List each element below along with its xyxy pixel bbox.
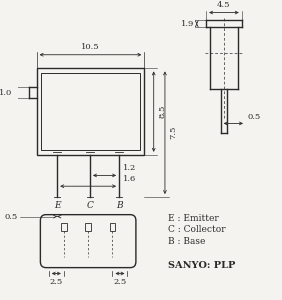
Text: 2.5: 2.5 — [50, 278, 63, 286]
Bar — [85, 224, 91, 231]
Text: 2.5: 2.5 — [113, 278, 127, 286]
Text: B : Base: B : Base — [168, 237, 205, 246]
Text: 1.9: 1.9 — [180, 20, 194, 28]
Text: 0.5: 0.5 — [248, 113, 261, 122]
Text: 10.5: 10.5 — [81, 43, 100, 51]
Bar — [41, 74, 140, 150]
Bar — [37, 68, 144, 155]
Text: SANYO: PLP: SANYO: PLP — [168, 261, 235, 270]
Text: E: E — [54, 201, 61, 210]
Text: B: B — [116, 201, 122, 210]
Text: 4.5: 4.5 — [217, 1, 231, 9]
Bar — [110, 224, 115, 231]
Text: 8.5: 8.5 — [158, 105, 166, 118]
Text: C : Collector: C : Collector — [168, 225, 225, 234]
Text: 1.0: 1.0 — [0, 88, 12, 97]
Text: C: C — [87, 201, 93, 210]
Text: 0.5: 0.5 — [5, 213, 18, 220]
Text: 1.6: 1.6 — [123, 175, 136, 183]
Text: 7.5: 7.5 — [169, 126, 178, 140]
Text: 1.2: 1.2 — [123, 164, 136, 172]
Bar — [61, 224, 67, 231]
Text: E : Emitter: E : Emitter — [168, 214, 219, 223]
